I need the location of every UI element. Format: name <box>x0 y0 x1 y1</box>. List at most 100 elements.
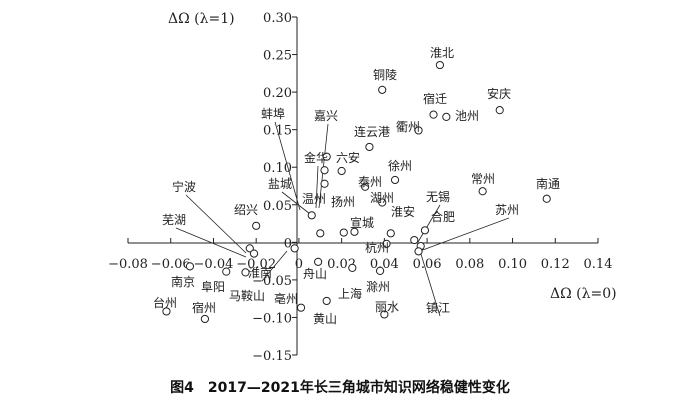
data-point <box>542 194 551 203</box>
x-tick-label: 0 <box>295 257 303 272</box>
data-point <box>322 152 331 161</box>
data-point <box>252 221 261 230</box>
point-label: 徐州 <box>388 158 412 173</box>
point-label: 铜陵 <box>373 67 397 82</box>
leader-line <box>419 217 510 252</box>
data-point <box>316 229 325 238</box>
y-tick-label: 0.30 <box>263 11 292 26</box>
point-label: 宣城 <box>350 215 374 230</box>
y-tick-label: 0.05 <box>263 199 292 214</box>
point-label: 绍兴 <box>234 203 258 217</box>
data-point <box>390 175 400 185</box>
data-point <box>414 126 423 135</box>
data-point <box>162 307 171 316</box>
point-label: 上海 <box>338 286 362 301</box>
data-point <box>307 211 316 220</box>
data-point <box>420 226 430 235</box>
x-tick-label: 0.08 <box>455 257 484 272</box>
y-tick-label: 0.20 <box>263 86 292 101</box>
point-label: 南京 <box>171 274 195 289</box>
y-tick-label: −0.15 <box>252 349 292 364</box>
y-tick-label: 0.10 <box>263 161 292 176</box>
y-tick-label: 0.25 <box>263 49 292 64</box>
point-label: 衢州 <box>396 120 420 134</box>
point-label: 连云港 <box>354 124 390 139</box>
point-label: 泰州 <box>358 175 382 189</box>
data-point <box>222 267 231 276</box>
point-label: 杭州 <box>365 240 389 255</box>
point-label: 无锡 <box>426 189 450 204</box>
leader-line <box>419 250 441 317</box>
data-point <box>314 257 323 266</box>
leader-lines <box>175 121 510 317</box>
leader-line <box>281 191 311 215</box>
leader-line <box>261 250 288 282</box>
y-tick-label: 0 <box>284 236 292 251</box>
data-point <box>339 228 348 237</box>
point-label: 镇江 <box>426 301 450 315</box>
point-label: 温州 <box>302 192 326 206</box>
point-label: 亳州 <box>274 291 298 306</box>
data-point <box>361 182 370 191</box>
point-label: 台州 <box>153 295 177 310</box>
data-point <box>410 235 419 245</box>
point-label: 淮安 <box>391 204 415 219</box>
y-tick-label: −0.10 <box>252 311 292 326</box>
y-tick-label: −0.05 <box>252 274 292 289</box>
data-point <box>365 142 374 152</box>
point-label: 芜湖 <box>162 212 186 227</box>
point-label: 常州 <box>471 172 495 186</box>
data-point <box>495 106 504 115</box>
data-point <box>378 198 387 207</box>
point-label: 蚌埠 <box>261 107 285 121</box>
data-point <box>185 262 195 271</box>
point-label: 嘉兴 <box>314 109 338 123</box>
data-point <box>320 179 329 188</box>
x-tick-label: −0.04 <box>194 257 234 272</box>
data-point <box>382 239 391 248</box>
point-label: 宿迁 <box>423 91 447 106</box>
point-label: 淮南 <box>248 265 272 280</box>
data-point <box>378 85 387 94</box>
point-label: 合肥 <box>431 209 455 224</box>
leader-line <box>175 227 247 258</box>
x-tick-label: −0.08 <box>108 257 148 272</box>
x-tick-label: 0.14 <box>584 257 613 272</box>
data-point <box>442 112 451 121</box>
point-label: 苏州 <box>495 203 519 217</box>
point-label: 池州 <box>455 109 479 123</box>
data-point <box>375 266 385 275</box>
data-point <box>249 249 259 258</box>
x-tick-label: 0.10 <box>498 257 527 272</box>
data-point <box>348 263 357 272</box>
point-label: 宿州 <box>192 300 216 315</box>
data-point <box>290 244 299 253</box>
data-points <box>162 60 551 324</box>
data-point <box>435 60 445 70</box>
leader-line <box>185 194 247 254</box>
point-label: 淮北 <box>430 46 454 60</box>
point-label: 安庆 <box>487 86 511 101</box>
x-tick-label: −0.02 <box>236 257 276 272</box>
data-point <box>380 310 389 319</box>
point-label: 六安 <box>336 150 360 165</box>
point-label: 湖州 <box>370 190 394 205</box>
point-label: 舟山 <box>303 267 327 281</box>
x-axis-label: ΔΩ (λ=0) <box>550 286 617 302</box>
y-axis-label: ΔΩ (λ=1) <box>168 11 235 27</box>
data-point <box>320 166 329 175</box>
data-point <box>322 296 331 306</box>
point-label: 马鞍山 <box>229 288 265 303</box>
data-point <box>245 244 254 253</box>
data-point <box>296 303 306 312</box>
point-label: 扬州 <box>331 194 355 209</box>
leader-line <box>318 123 329 209</box>
point-label: 宁波 <box>172 179 196 194</box>
figure-caption: 图4 2017—2021年长三角城市知识网络稳健性变化 <box>170 379 510 396</box>
data-point <box>241 268 250 277</box>
data-point <box>350 227 359 236</box>
point-label: 黄山 <box>313 312 337 326</box>
leader-line <box>417 204 441 243</box>
